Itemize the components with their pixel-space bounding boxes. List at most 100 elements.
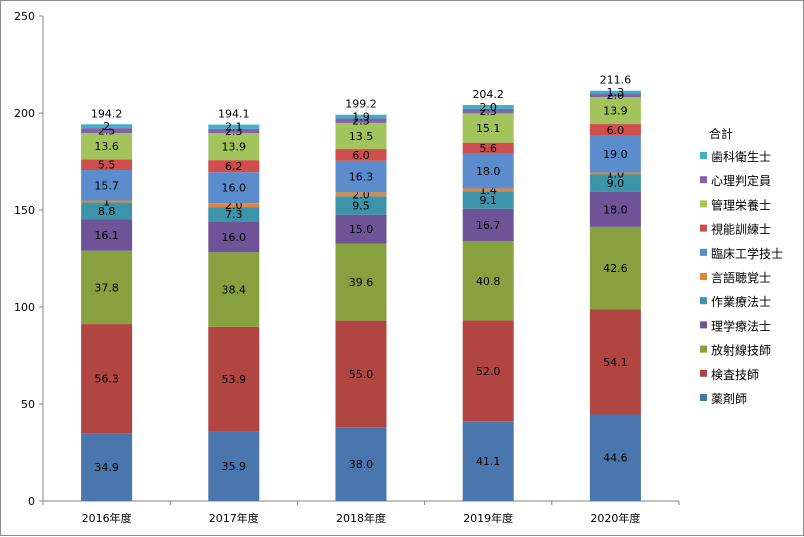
- data-label: 5.5: [98, 159, 116, 172]
- bar-segment: [208, 221, 260, 253]
- bar-segment: [81, 128, 133, 133]
- data-label: 15.1: [476, 122, 501, 135]
- bar-segment: [81, 170, 133, 201]
- data-label: 37.8: [94, 281, 119, 294]
- data-label: 52.0: [476, 365, 501, 378]
- bar-segment: [208, 133, 260, 161]
- legend-swatch: [700, 297, 707, 305]
- data-label: 19.0: [603, 148, 628, 161]
- data-label: 6.0: [352, 149, 370, 162]
- bar-segment: [335, 114, 387, 119]
- bar-segment: [335, 320, 387, 428]
- data-label: 55.0: [349, 368, 374, 381]
- data-label: 13.9: [603, 105, 628, 118]
- data-label: 44.6: [603, 452, 628, 465]
- total-label: 194.2: [91, 107, 123, 120]
- bar-segment: [208, 252, 260, 327]
- bar-segment: [81, 250, 133, 325]
- data-label: 13.6: [94, 140, 119, 153]
- bar-segment: [208, 431, 260, 501]
- bar-segment: [335, 149, 387, 161]
- data-label: 34.9: [94, 461, 119, 474]
- bar-segment: [462, 320, 514, 422]
- bar-segment: [589, 172, 641, 175]
- y-tick-label: 250: [14, 10, 35, 23]
- bar-segment: [81, 200, 133, 203]
- data-label: 1: [103, 195, 110, 208]
- x-category-label: 2020年度: [590, 511, 640, 525]
- legend-swatch: [700, 345, 707, 353]
- bar-segment: [208, 124, 260, 129]
- legend-label: 検査技師: [711, 368, 759, 382]
- data-label: 15.0: [349, 223, 374, 236]
- data-label: 39.6: [349, 276, 374, 289]
- bar-segment: [208, 326, 260, 432]
- bar-segment: [335, 196, 387, 215]
- data-label: 2.1: [225, 121, 243, 134]
- legend-label: 歯科衛生士: [711, 150, 771, 164]
- data-label: 5.6: [479, 142, 497, 155]
- bar-segment: [81, 132, 133, 160]
- bar-segment: [462, 241, 514, 321]
- bar-segment: [589, 309, 641, 415]
- bar-segment: [589, 174, 641, 192]
- legend-swatch: [700, 224, 707, 232]
- data-label: 6.2: [225, 160, 243, 173]
- bar-segment: [462, 105, 514, 109]
- bar-segment: [462, 208, 514, 242]
- legend-swatch: [700, 369, 707, 377]
- bar-segment: [462, 113, 514, 143]
- bar-segment: [462, 142, 514, 154]
- data-label: 18.0: [603, 203, 628, 216]
- legend-label: 心理判定員: [711, 173, 771, 188]
- bar-segment: [589, 90, 641, 94]
- bar-segment: [462, 153, 514, 189]
- total-label: 204.2: [472, 88, 504, 101]
- data-label: 53.9: [222, 373, 247, 386]
- bar-segment: [589, 414, 641, 501]
- data-label: 16.7: [476, 219, 501, 232]
- y-tick-label: 200: [14, 107, 35, 120]
- legend-label: 作業療法士: [711, 295, 771, 309]
- data-label: 2: [103, 120, 110, 133]
- bar-segment: [589, 191, 641, 227]
- legend-swatch: [700, 152, 707, 159]
- bar-segment: [81, 202, 133, 220]
- data-label: 7.3: [225, 208, 243, 221]
- data-label: 42.6: [603, 262, 628, 275]
- bar-segment: [335, 427, 387, 501]
- bar-segment: [335, 160, 387, 193]
- y-tick-label: 50: [21, 398, 35, 411]
- data-label: 54.1: [603, 356, 628, 369]
- bar-segment: [462, 191, 514, 209]
- data-label: 16.0: [222, 182, 247, 195]
- bar-segment: [335, 118, 387, 123]
- total-label: 199.2: [345, 98, 377, 111]
- bar-segment: [335, 243, 387, 321]
- legend-label: 薬剤師: [711, 391, 747, 406]
- bar-segment: [81, 324, 133, 434]
- data-label: 56.3: [94, 373, 119, 386]
- legend-label: 言語聴覚士: [711, 270, 771, 285]
- bar-segment: [589, 226, 641, 310]
- legend-swatch: [700, 248, 707, 256]
- data-label: 15.7: [94, 179, 119, 192]
- data-label: 18.0: [476, 165, 501, 178]
- data-label: 1.9: [352, 111, 370, 124]
- legend-swatch: [700, 321, 707, 329]
- data-label: 1.3: [607, 86, 625, 99]
- bar-segment: [462, 421, 514, 501]
- y-tick-label: 100: [14, 301, 35, 314]
- bar-segment: [81, 159, 133, 171]
- bar-segment: [208, 207, 260, 222]
- data-label: 16.1: [94, 229, 119, 242]
- y-tick-label: 0: [28, 495, 35, 508]
- total-label: 194.1: [218, 108, 250, 121]
- x-category-label: 2019年度: [463, 511, 513, 525]
- bar-segment: [589, 135, 641, 173]
- data-label: 6.0: [607, 124, 625, 137]
- x-category-label: 2017年度: [209, 511, 259, 525]
- x-category-label: 2016年度: [82, 511, 132, 525]
